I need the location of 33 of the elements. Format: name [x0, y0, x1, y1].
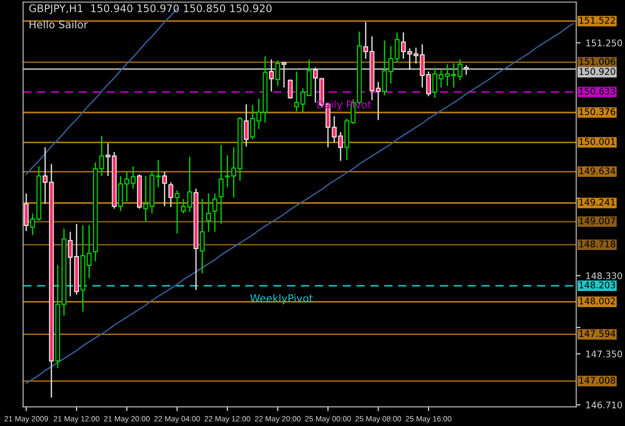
- candlestick: [200, 198, 205, 274]
- ref-line-label: 147.594: [579, 330, 616, 337]
- ref-line-label: 148.002: [579, 298, 615, 304]
- ref-line-label: 150.001: [579, 138, 615, 146]
- candlestick: [268, 58, 274, 92]
- y-tick-label: 146.710: [586, 402, 622, 408]
- y-tick-label: 151.250: [586, 40, 622, 46]
- y-tick-label: 148.330: [586, 272, 622, 280]
- candlestick: [168, 182, 174, 208]
- candlestick: [24, 192, 29, 232]
- ref-line-label: 151.522: [579, 16, 615, 24]
- ref-line-label: 149.634: [579, 167, 616, 174]
- candlestick: [275, 60, 280, 86]
- candlestick: [212, 192, 218, 232]
- candlestick: [464, 64, 469, 76]
- candlestick: [206, 192, 211, 232]
- ref-line-label: 149.241: [579, 198, 615, 206]
- ref-line-label: 148.203: [579, 282, 616, 288]
- ref-line-label: 151.006: [579, 58, 616, 65]
- ref-line-label: 147.008: [579, 376, 616, 384]
- annotation: Hello Sailor: [30, 20, 88, 28]
- candlestick: [174, 190, 180, 234]
- candlestick: [244, 104, 249, 148]
- ref-line-label: 148.718: [579, 240, 616, 248]
- ref-line-label: 150.920: [579, 68, 616, 75]
- ref-line-label: 150.376: [579, 108, 616, 116]
- y-tick-label: 147.350: [586, 350, 622, 358]
- chart-title: GBPJPY,H1 150.940 150.970 150.850 150.920: [29, 4, 272, 14]
- ref-line-label: 150.633: [579, 88, 616, 95]
- ref-line-label: 149.007: [579, 217, 616, 224]
- candlestick: [282, 61, 286, 88]
- candlestick: [218, 144, 224, 224]
- candlestick: [162, 171, 167, 207]
